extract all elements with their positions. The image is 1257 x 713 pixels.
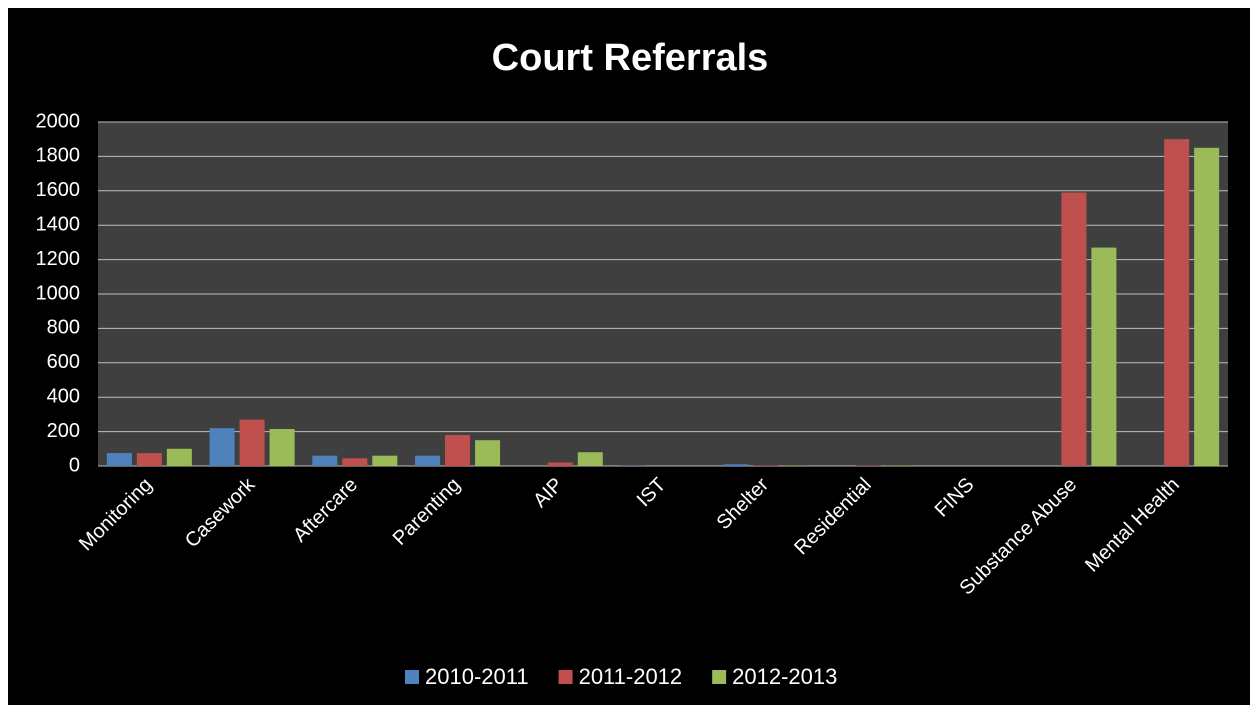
y-tick-label: 600	[47, 351, 80, 373]
y-tick-label: 200	[47, 420, 80, 442]
bar	[1194, 147, 1220, 467]
bar	[136, 453, 162, 466]
y-tick-label: 1800	[36, 145, 81, 167]
legend-label: 2011-2012	[579, 664, 683, 689]
y-tick-label: 1600	[36, 179, 81, 201]
bar	[106, 453, 132, 466]
legend-swatch	[712, 670, 727, 684]
bar	[239, 419, 265, 466]
bar	[445, 435, 471, 466]
bar	[475, 440, 501, 466]
y-tick-label: 1400	[36, 213, 81, 235]
bar	[885, 465, 911, 466]
legend-label: 2012-2013	[732, 664, 837, 689]
bar	[415, 455, 441, 466]
bar	[209, 428, 235, 466]
bar	[166, 448, 192, 466]
bar	[269, 429, 295, 466]
bar	[723, 464, 749, 466]
legend-label: 2010-2011	[425, 664, 529, 689]
legend-swatch	[405, 670, 419, 684]
bar	[312, 455, 338, 466]
bar	[342, 458, 368, 466]
bar	[783, 465, 809, 466]
y-tick-label: 2000	[36, 110, 81, 132]
bar	[547, 462, 573, 466]
bar	[1164, 139, 1190, 466]
y-tick-label: 0	[69, 454, 80, 476]
y-tick-label: 800	[47, 317, 80, 339]
y-tick-label: 1200	[36, 248, 81, 270]
bar	[1091, 247, 1117, 466]
bar	[1061, 192, 1087, 466]
y-tick-label: 1000	[36, 282, 81, 304]
bar	[577, 452, 603, 466]
bar	[372, 455, 398, 466]
bar	[753, 465, 779, 466]
chart-title: Court Referrals	[492, 37, 769, 79]
y-tick-label: 400	[47, 385, 80, 407]
bar	[855, 465, 881, 466]
legend-swatch	[558, 670, 573, 684]
